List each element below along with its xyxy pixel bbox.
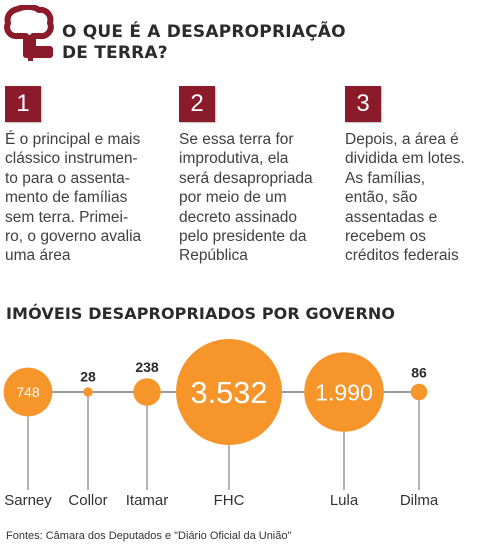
step-2-number: 2 <box>179 86 215 122</box>
category-label: FHC <box>214 492 245 509</box>
step-2-text: Se essa terra for improdutiva, ela será … <box>179 131 313 265</box>
step-1-number: 1 <box>5 86 41 122</box>
data-label: 86 <box>411 365 427 381</box>
title-line-1: O QUE É A DESAPROPRIAÇÃO <box>62 22 346 42</box>
data-label: 238 <box>135 359 159 375</box>
bubble-chart: 748 Sarney 28 Collor 238 Itamar 3.532 FHC 1.990 L… <box>3 339 439 509</box>
step-3-text: Depois, a área é dividida em lotes. As f… <box>345 131 465 265</box>
source-note: Fontes: Câmara dos Deputados e "Diário O… <box>6 530 292 542</box>
data-label: 748 <box>16 384 40 400</box>
bubble-lula <box>304 352 384 432</box>
bubble-dilma <box>410 383 428 401</box>
title-line-2: DE TERRA? <box>62 43 168 63</box>
data-label: 28 <box>80 368 96 384</box>
step-3-number: 3 <box>345 86 381 122</box>
category-label: Lula <box>330 492 359 509</box>
bubble-sarney <box>3 367 53 417</box>
category-label: Dilma <box>400 492 439 509</box>
step-1-text: É o principal e mais clássico instrumen-… <box>5 131 142 265</box>
category-label: Sarney <box>4 492 52 509</box>
category-label: Itamar <box>126 492 169 509</box>
category-label: Collor <box>68 492 107 509</box>
tree-icon <box>4 5 54 61</box>
step-2: 2 Se essa terra for improdutiva, ela ser… <box>179 86 329 266</box>
bubble-collor <box>83 387 93 397</box>
step-3: 3 Depois, a área é dividida em lotes. As… <box>345 86 481 266</box>
bubble-fhc <box>176 339 282 445</box>
step-1: 1 É o principal e mais clássico instrume… <box>5 86 155 266</box>
data-label: 1.990 <box>315 379 373 405</box>
bubble-itamar <box>133 378 161 406</box>
page-title: O QUE É A DESAPROPRIAÇÃO DE TERRA? <box>62 22 346 64</box>
chart-title: IMÓVEIS DESAPROPRIADOS POR GOVERNO <box>6 304 396 323</box>
data-label: 3.532 <box>191 375 268 410</box>
